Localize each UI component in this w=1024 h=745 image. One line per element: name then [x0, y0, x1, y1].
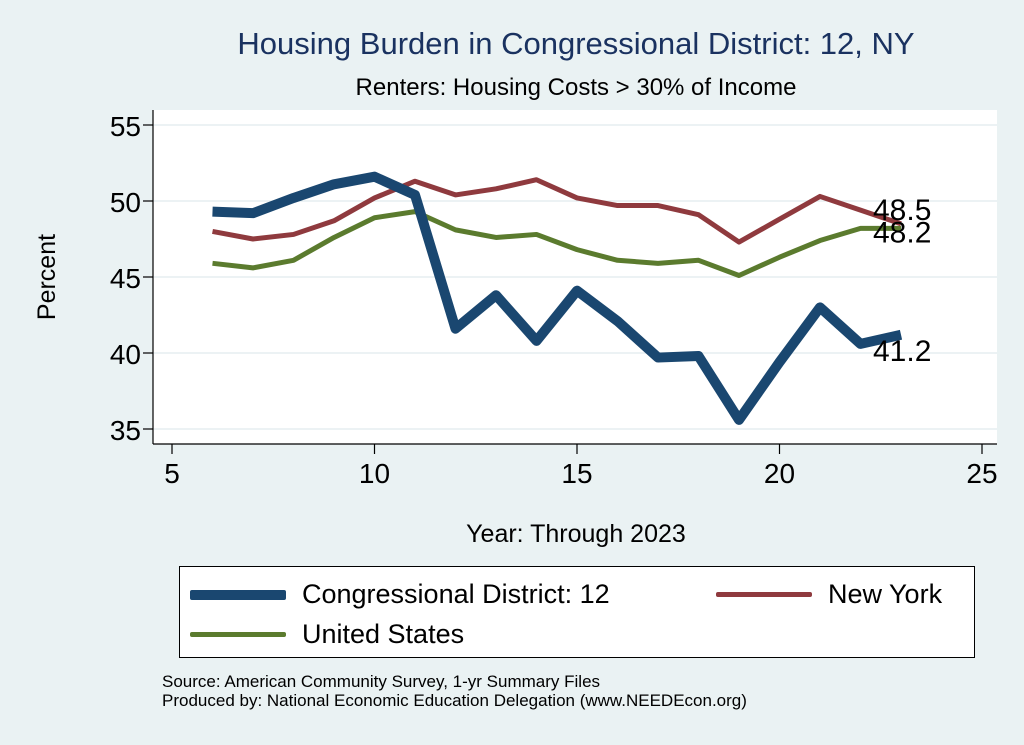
- end-label: 41.2: [873, 335, 931, 368]
- legend: Congressional District: 12 New York Unit…: [179, 566, 975, 658]
- x-tick-label: 5: [164, 458, 180, 489]
- y-tick-label: 50: [110, 187, 141, 218]
- produced-by-line: Produced by: National Economic Education…: [162, 691, 747, 710]
- source-line: Source: American Community Survey, 1-yr …: [162, 672, 601, 691]
- x-tick-label: 25: [966, 458, 997, 489]
- legend-item-new-york: New York: [716, 579, 942, 610]
- legend-item-district: Congressional District: 12: [190, 579, 610, 610]
- source-note: Source: American Community Survey, 1-yr …: [162, 672, 747, 710]
- y-tick-label: 45: [110, 263, 141, 294]
- end-label: 48.2: [873, 216, 931, 249]
- legend-label-new-york: New York: [828, 579, 943, 609]
- legend-swatch-district: [190, 589, 286, 600]
- series-line-1: [212, 177, 902, 245]
- legend-swatch-united-states: [190, 632, 286, 637]
- y-tick-label: 40: [110, 339, 141, 370]
- end-label: 48.5: [873, 194, 931, 227]
- chart-subtitle: Renters: Housing Costs > 30% of Income: [355, 74, 797, 101]
- x-axis-label: Year: Through 2023: [466, 520, 686, 548]
- legend-label-united-states: United States: [302, 619, 465, 649]
- y-tick-label: 35: [110, 415, 141, 446]
- y-axis-label: Percent: [33, 234, 61, 320]
- legend-swatch-new-york: [716, 592, 812, 597]
- y-tick-label: 55: [110, 111, 141, 142]
- legend-item-united-states: United States: [190, 619, 464, 650]
- series-line-2: [212, 209, 901, 278]
- series-line-0: [212, 171, 903, 425]
- x-tick-label: 10: [359, 458, 390, 489]
- x-tick-label: 20: [764, 458, 795, 489]
- chart-title: Housing Burden in Congressional District…: [237, 26, 915, 61]
- legend-label-district: Congressional District: 12: [302, 579, 610, 609]
- x-tick-label: 15: [561, 458, 592, 489]
